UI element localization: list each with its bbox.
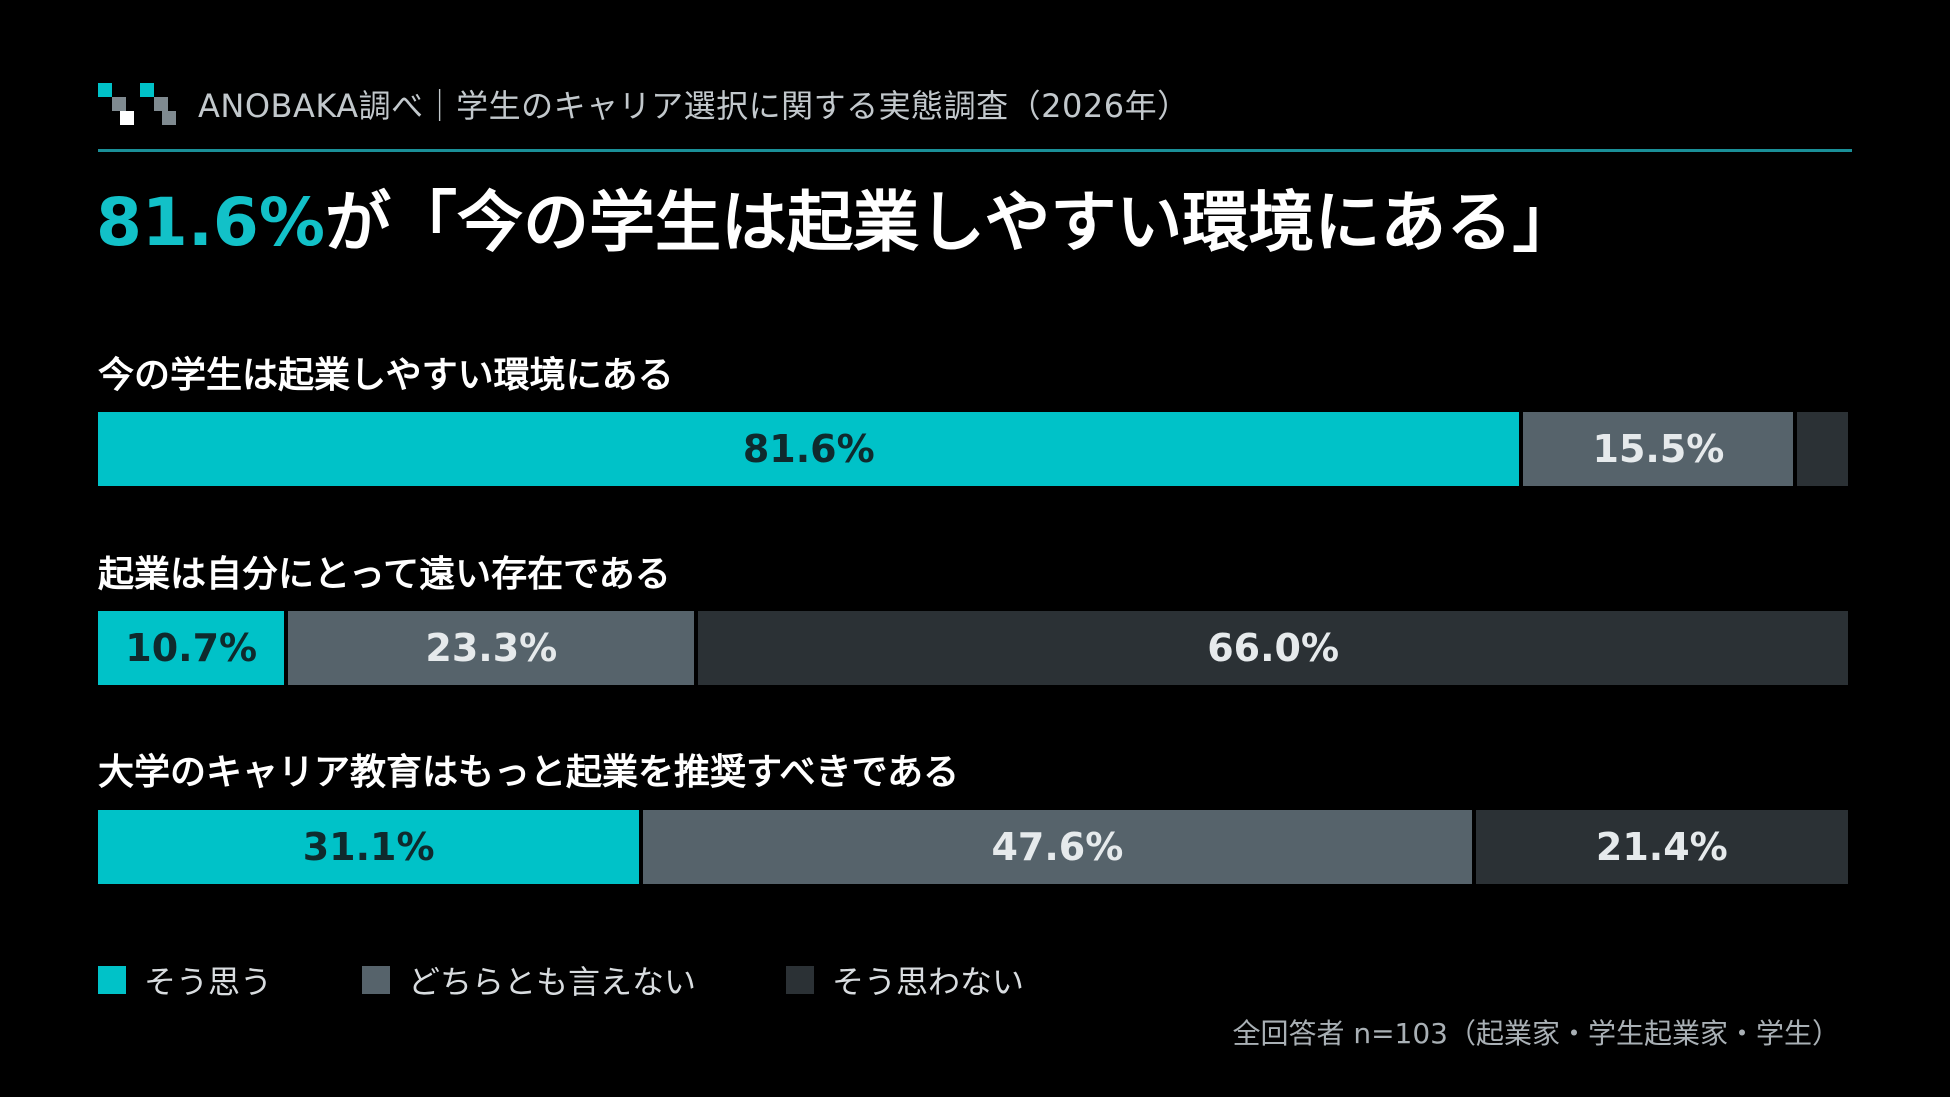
legend-swatch-2 bbox=[362, 966, 391, 994]
bar-segment-2-2: 23.3% bbox=[288, 611, 695, 685]
bar-segment-1-2: 15.5% bbox=[1523, 412, 1794, 486]
legend-item-2: どちらとも言えない bbox=[362, 957, 696, 1003]
bar-segment-1-3 bbox=[1797, 412, 1848, 486]
data-label-3-3: 21.4% bbox=[1595, 825, 1728, 869]
sample-footnote: 全回答者 n=103（起業家・学生起業家・学生） bbox=[1232, 1017, 1840, 1050]
bar-segment-2-1: 10.7% bbox=[98, 611, 285, 685]
bar-row-1: 81.6% 15.5% bbox=[98, 412, 1848, 486]
legend-swatch-3 bbox=[786, 966, 815, 994]
legend-item-1: そう思う bbox=[98, 957, 272, 1003]
headline-text: が「今の学生は起業しやすい環境にある」 bbox=[324, 184, 1579, 261]
category-label-2: 起業は自分にとって遠い存在である bbox=[98, 554, 671, 595]
data-label-2-3: 66.0% bbox=[1207, 626, 1340, 670]
category-label-1: 今の学生は起業しやすい環境にある bbox=[98, 355, 674, 396]
legend-label-2: どちらとも言えない bbox=[408, 963, 697, 1001]
data-label-3-1: 31.1% bbox=[302, 825, 435, 869]
chart-legend: そう思う どちらとも言えない そう思わない bbox=[98, 957, 1114, 1003]
bar-row-3: 31.1% 47.6% 21.4% bbox=[98, 810, 1848, 884]
legend-label-3: そう思わない bbox=[832, 963, 1025, 1001]
anobaka-logo-icon bbox=[98, 83, 176, 125]
legend-label-1: そう思う bbox=[144, 963, 273, 1001]
legend-item-3: そう思わない bbox=[786, 957, 1024, 1003]
legend-swatch-1 bbox=[98, 966, 126, 994]
bar-row-2: 10.7% 23.3% 66.0% bbox=[98, 611, 1848, 685]
bar-segment-3-2: 47.6% bbox=[643, 810, 1472, 884]
report-title: ANOBAKA調べ｜学生のキャリア選択に関する実態調査（2026年） bbox=[198, 87, 1190, 125]
data-label-1-2: 15.5% bbox=[1592, 427, 1725, 471]
category-label-3: 大学のキャリア教育はもっと起業を推奨すべきである bbox=[98, 752, 960, 793]
bar-segment-3-3: 21.4% bbox=[1475, 810, 1848, 884]
bar-segment-3-1: 31.1% bbox=[98, 810, 640, 884]
report-header: ANOBAKA調べ｜学生のキャリア選択に関する実態調査（2026年） bbox=[98, 80, 1852, 128]
data-label-2-2: 23.3% bbox=[425, 626, 558, 670]
data-label-2-1: 10.7% bbox=[125, 626, 258, 670]
headline-accent: 81.6% bbox=[96, 184, 325, 261]
bar-segment-2-3: 66.0% bbox=[698, 611, 1848, 685]
header-divider bbox=[98, 149, 1852, 152]
data-label-1-1: 81.6% bbox=[742, 427, 875, 471]
data-label-3-2: 47.6% bbox=[991, 825, 1124, 869]
headline: 81.6%が「今の学生は起業しやすい環境にある」 bbox=[96, 178, 1578, 268]
bar-segment-1-1: 81.6% bbox=[98, 412, 1520, 486]
